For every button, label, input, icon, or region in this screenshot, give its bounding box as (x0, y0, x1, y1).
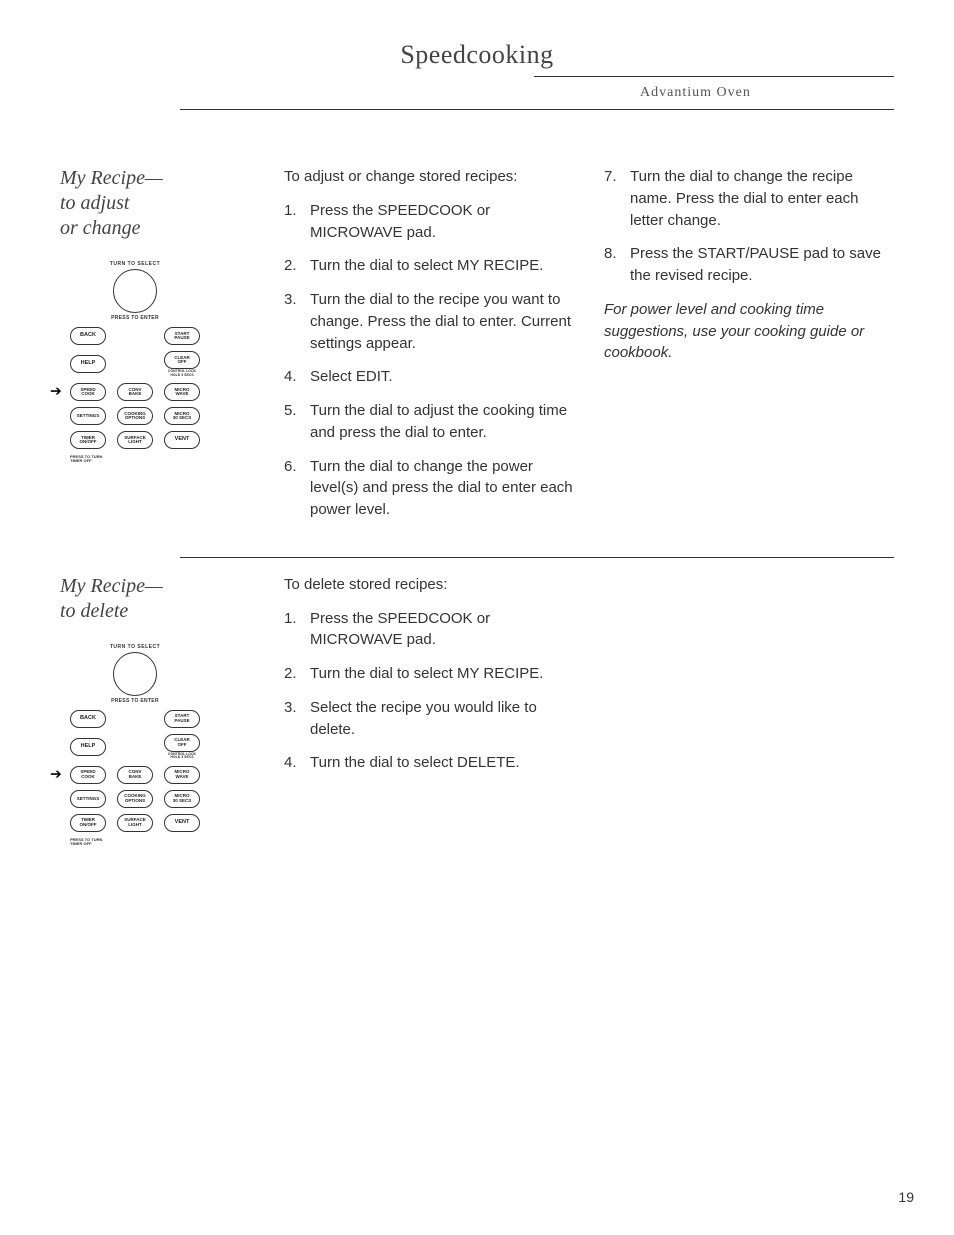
settings-button: SETTINGS (70, 790, 106, 808)
step: Press the START/PAUSE pad to save the re… (604, 243, 894, 287)
step: Turn the dial to select MY RECIPE. (284, 255, 574, 277)
arrow-icon: ➔ (50, 384, 62, 401)
timer-button: TIMERON/OFF (70, 814, 106, 832)
step: Turn the dial to change the power level(… (284, 456, 574, 521)
dial-icon (113, 269, 157, 313)
step: Press the SPEEDCOOK or MICROWAVE pad. (284, 200, 574, 244)
arrow-icon: ➔ (50, 766, 62, 783)
panel-bottom-label: PRESS TO TURNTIMER OFF (70, 838, 200, 846)
micro30-button: MICRO30 SECS (164, 790, 200, 808)
section1-note: For power level and cooking time suggest… (604, 299, 894, 364)
section-delete: My Recipe—to delete TURN TO SELECT PRESS… (60, 558, 894, 846)
cooking-options-button: COOKINGOPTIONS (117, 407, 153, 425)
help-button: HELP (70, 355, 106, 373)
start-pause-button: STARTPAUSE (164, 710, 200, 728)
step: Turn the dial to adjust the cooking time… (284, 400, 574, 444)
step: Turn the dial to select MY RECIPE. (284, 663, 574, 685)
back-button: BACK (70, 710, 106, 728)
section2-heading: My Recipe—to delete (60, 574, 260, 624)
section1-intro: To adjust or change stored recipes: (284, 166, 574, 188)
start-pause-button: STARTPAUSE (164, 327, 200, 345)
vent-button: VENT (164, 814, 200, 832)
section1-heading: My Recipe—to adjustor change (60, 166, 260, 241)
convbake-button: CONVBAKE (117, 383, 153, 401)
header-rule (534, 76, 894, 77)
page-subtitle: Advantium Oven (60, 85, 894, 101)
control-panel-diagram-1: TURN TO SELECT PRESS TO ENTER BACK START… (70, 261, 200, 463)
speedcook-button: SPEEDCOOK (70, 383, 106, 401)
step: Press the SPEEDCOOK or MICROWAVE pad. (284, 608, 574, 652)
page-number: 19 (898, 1189, 914, 1205)
section2-intro: To delete stored recipes: (284, 574, 574, 596)
timer-button: TIMERON/OFF (70, 431, 106, 449)
section-adjust-change: My Recipe—to adjustor change TURN TO SEL… (60, 150, 894, 533)
dial-top-label: TURN TO SELECT (70, 644, 200, 650)
section1-steps-b: Turn the dial to change the recipe name.… (604, 166, 894, 287)
convbake-button: CONVBAKE (117, 766, 153, 784)
step: Turn the dial to change the recipe name.… (604, 166, 894, 231)
speedcook-button: SPEEDCOOK (70, 766, 106, 784)
control-panel-diagram-2: TURN TO SELECT PRESS TO ENTER BACK START… (70, 644, 200, 846)
clear-sub-label: CONTROL LOCKHOLD 3 SECS (168, 753, 196, 760)
microwave-button: MICROWAVE (164, 383, 200, 401)
dial-top-label: TURN TO SELECT (70, 261, 200, 267)
vent-button: VENT (164, 431, 200, 449)
page-title: Speedcooking (60, 40, 894, 70)
clear-off-button: CLEAROFF (164, 734, 200, 752)
panel-bottom-label: PRESS TO TURNTIMER OFF (70, 455, 200, 463)
step: Select the recipe you would like to dele… (284, 697, 574, 741)
dial-bottom-label: PRESS TO ENTER (70, 698, 200, 704)
step: Turn the dial to select DELETE. (284, 752, 574, 774)
back-button: BACK (70, 327, 106, 345)
surface-light-button: SURFACELIGHT (117, 431, 153, 449)
surface-light-button: SURFACELIGHT (117, 814, 153, 832)
cooking-options-button: COOKINGOPTIONS (117, 790, 153, 808)
section1-steps-a: Press the SPEEDCOOK or MICROWAVE pad. Tu… (284, 200, 574, 521)
settings-button: SETTINGS (70, 407, 106, 425)
clear-sub-label: CONTROL LOCKHOLD 3 SECS (168, 370, 196, 377)
section2-steps: Press the SPEEDCOOK or MICROWAVE pad. Tu… (284, 608, 574, 775)
microwave-button: MICROWAVE (164, 766, 200, 784)
step: Turn the dial to the recipe you want to … (284, 289, 574, 354)
page-rule-top (180, 109, 894, 110)
step: Select EDIT. (284, 366, 574, 388)
help-button: HELP (70, 738, 106, 756)
dial-icon (113, 652, 157, 696)
clear-off-button: CLEAROFF (164, 351, 200, 369)
micro30-button: MICRO30 SECS (164, 407, 200, 425)
dial-bottom-label: PRESS TO ENTER (70, 315, 200, 321)
